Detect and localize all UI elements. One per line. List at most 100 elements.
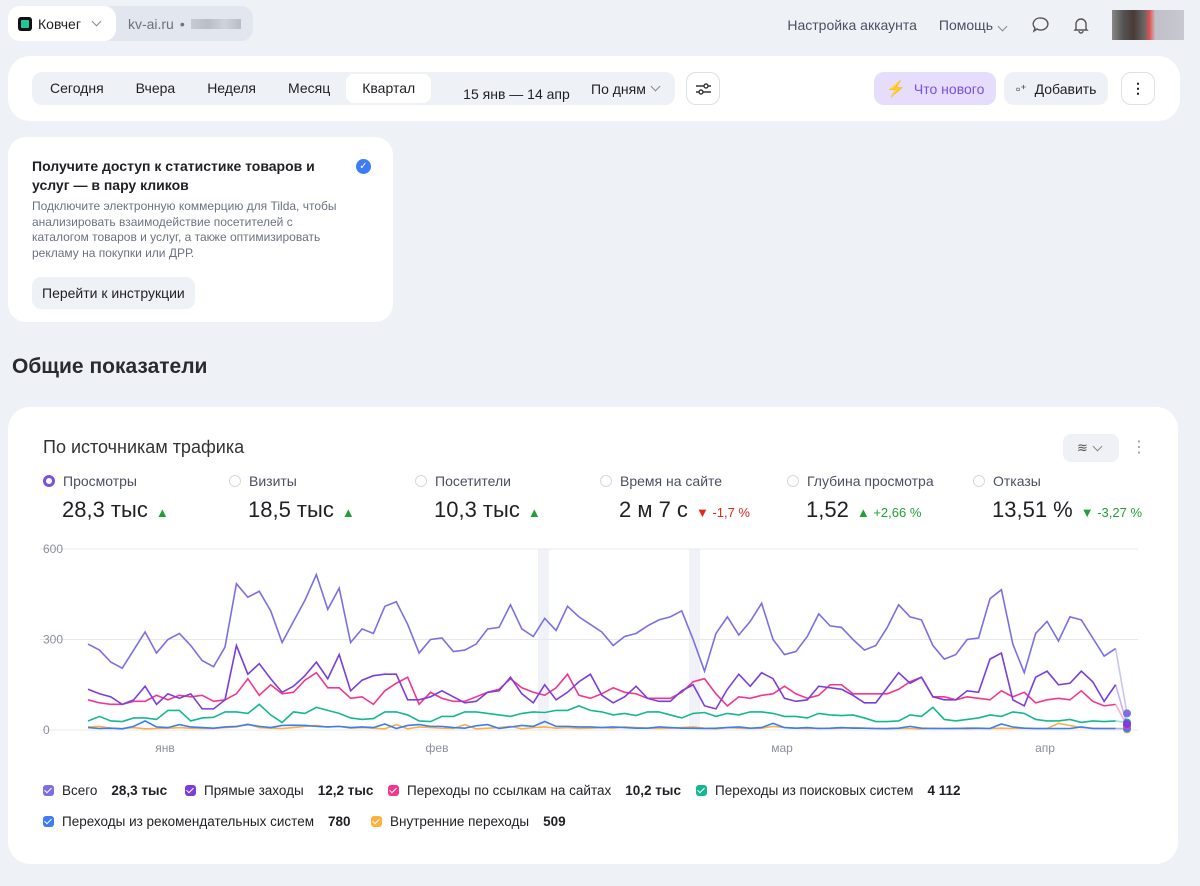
- checkbox-icon[interactable]: [43, 816, 54, 827]
- metric-radio[interactable]: [229, 475, 241, 487]
- checkbox-icon[interactable]: [388, 785, 399, 796]
- series-end-point[interactable]: [1123, 719, 1131, 728]
- checkbox-icon[interactable]: [696, 785, 707, 796]
- legend-item[interactable]: Прямые заходы 12,2 тыс: [185, 783, 373, 798]
- legend-total: 509: [543, 814, 566, 829]
- grouping-label: По дням: [591, 80, 646, 97]
- chart-type-select[interactable]: ≋: [1063, 434, 1119, 462]
- metric-radio[interactable]: [43, 475, 55, 487]
- metric-value: 13,51 %: [992, 497, 1073, 522]
- site-info: kv-ai.ru •: [116, 6, 253, 41]
- period-today[interactable]: Сегодня: [50, 80, 104, 96]
- x-tick-label: фев: [426, 741, 449, 755]
- metric-tab[interactable]: Посетители 10,3 тыс ▲: [415, 473, 541, 523]
- metric-name: Отказы: [993, 473, 1041, 489]
- metric-radio[interactable]: [787, 475, 799, 487]
- counter-switcher: Ковчег kv-ai.ru •: [8, 6, 253, 41]
- metric-value: 2 м 7 с: [619, 497, 688, 522]
- metric-value-row: 1,52 ▲ +2,66 %: [806, 497, 934, 523]
- lightning-icon: ⚡: [886, 80, 906, 98]
- metric-tab[interactable]: Просмотры 28,3 тыс ▲: [43, 473, 169, 523]
- legend-label: Всего: [62, 783, 98, 798]
- chevron-down-icon: [997, 21, 1008, 32]
- metric-label: Отказы: [973, 473, 1142, 489]
- metric-name: Посетители: [435, 473, 511, 489]
- trend-arrow-icon: ▲: [155, 505, 169, 520]
- metric-value: 18,5 тыс: [248, 497, 334, 522]
- x-tick-label: янв: [155, 741, 175, 755]
- instruction-button[interactable]: Перейти к инструкции: [32, 277, 195, 309]
- counter-select[interactable]: Ковчег: [8, 6, 116, 41]
- series-end-point[interactable]: [1123, 709, 1131, 718]
- account-settings-link[interactable]: Настройка аккаунта: [787, 17, 917, 33]
- trend-arrow-icon: ▲ +2,66 %: [856, 505, 922, 520]
- checkbox-icon[interactable]: [43, 785, 54, 796]
- line-chart-icon: ≋: [1077, 440, 1088, 455]
- avatar[interactable]: [1112, 10, 1184, 40]
- checkbox-icon[interactable]: [371, 816, 382, 827]
- x-tick-label: мар: [771, 741, 793, 755]
- metric-value-row: 10,3 тыс ▲: [434, 497, 541, 523]
- legend-item[interactable]: Внутренние переходы 509: [371, 814, 566, 829]
- bell-icon[interactable]: [1072, 16, 1090, 34]
- card-menu-icon[interactable]: ⋮: [1131, 439, 1147, 456]
- legend-total: 4 112: [927, 783, 961, 798]
- metric-value: 10,3 тыс: [434, 497, 520, 522]
- metric-tab[interactable]: Отказы 13,51 % ▼ -3,27 %: [973, 473, 1142, 523]
- metric-radio[interactable]: [415, 475, 427, 487]
- help-label: Помощь: [938, 17, 993, 33]
- metric-radio[interactable]: [973, 475, 985, 487]
- banner-title: Получите доступ к статистике товаров и у…: [32, 158, 315, 193]
- filters-button[interactable]: [686, 72, 720, 105]
- date-range-label: 15 янв — 14 апр: [463, 86, 570, 102]
- legend-total: 12,2 тыс: [317, 783, 374, 798]
- chat-icon[interactable]: [1032, 16, 1050, 34]
- period-quarter[interactable]: Квартал: [346, 74, 432, 103]
- metric-tab[interactable]: Глубина просмотра 1,52 ▲ +2,66 %: [787, 473, 934, 523]
- toolbar: Сегодня Вчера Неделя Месяц Квартал 15 ян…: [8, 56, 1180, 121]
- legend-item[interactable]: Переходы из рекомендательных систем 780: [43, 814, 351, 829]
- chevron-down-icon: [650, 81, 661, 92]
- more-menu-button[interactable]: ⋮: [1121, 72, 1155, 105]
- legend-total: 28,3 тыс: [111, 783, 168, 798]
- legend-total: 780: [328, 814, 351, 829]
- metric-tab[interactable]: Визиты 18,5 тыс ▲: [229, 473, 355, 523]
- series-line: [87, 720, 1116, 730]
- counter-name: Ковчег: [38, 15, 81, 32]
- y-tick-label: 600: [43, 542, 63, 556]
- checkbox-icon[interactable]: [185, 785, 196, 796]
- x-tick-label: апр: [1035, 741, 1055, 755]
- legend-label: Переходы из рекомендательных систем: [62, 814, 314, 829]
- date-range-picker[interactable]: 15 янв — 14 апр: [431, 62, 645, 107]
- legend-item[interactable]: Всего 28,3 тыс: [43, 783, 167, 798]
- metric-radio[interactable]: [600, 475, 612, 487]
- period-selector: Сегодня Вчера Неделя Месяц Квартал 15 ян…: [32, 62, 647, 107]
- y-tick-label: 300: [43, 633, 63, 647]
- period-yesterday[interactable]: Вчера: [135, 80, 176, 96]
- traffic-chart: 0 300 600 янв фев мар апр: [40, 542, 1138, 755]
- site-domain: kv-ai.ru: [127, 15, 174, 32]
- legend-item[interactable]: Переходы по ссылкам на сайтах 10,2 тыс: [388, 783, 681, 798]
- legend-item[interactable]: Переходы из поисковых систем 4 112: [696, 783, 961, 798]
- metric-label: Визиты: [229, 473, 355, 489]
- section-title: Общие показатели: [12, 355, 208, 378]
- whats-new-button[interactable]: ⚡ Что нового: [874, 72, 997, 105]
- period-month[interactable]: Месяц: [288, 80, 331, 96]
- check-icon: ✓: [356, 159, 371, 174]
- series-line-partial: [1114, 648, 1128, 714]
- metric-label: Просмотры: [43, 473, 169, 489]
- add-widget-icon: ▫⁺: [1016, 81, 1027, 96]
- help-menu[interactable]: Помощь: [939, 17, 1010, 33]
- metric-name: Просмотры: [63, 473, 137, 489]
- card-title: По источникам трафика: [43, 437, 245, 457]
- period-week[interactable]: Неделя: [207, 80, 257, 96]
- legend-label: Переходы из поисковых систем: [715, 783, 914, 798]
- metric-tab[interactable]: Время на сайте 2 м 7 с ▼ -1,7 %: [600, 473, 750, 523]
- metric-delta: -3,27 %: [1097, 505, 1143, 520]
- metric-name: Глубина просмотра: [807, 473, 934, 489]
- grouping-select[interactable]: По дням: [579, 72, 675, 105]
- series-line: [87, 572, 1117, 676]
- top-nav: Настройка аккаунта Помощь: [787, 10, 1184, 40]
- add-button[interactable]: ▫⁺ Добавить: [1004, 72, 1109, 105]
- series-line: [87, 671, 1116, 707]
